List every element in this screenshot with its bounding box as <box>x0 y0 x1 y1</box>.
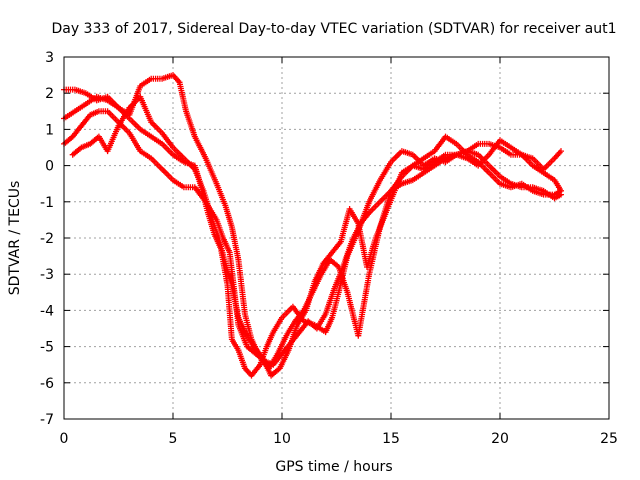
y-tick-label: -5 <box>40 340 54 356</box>
data-point <box>558 148 564 155</box>
x-axis-label: GPS time / hours <box>275 459 392 475</box>
y-tick-label: -1 <box>40 195 54 211</box>
grid <box>64 57 609 419</box>
chart-title: Day 333 of 2017, Sidereal Day-to-day VTE… <box>51 21 616 37</box>
x-tick-label: 15 <box>382 431 400 447</box>
y-tick-label: -3 <box>40 267 54 283</box>
x-tick-label: 20 <box>491 431 509 447</box>
y-tick-label: 1 <box>45 122 54 138</box>
series-track-3 <box>61 108 564 368</box>
x-tick-label: 0 <box>60 431 69 447</box>
data-point <box>558 191 564 198</box>
x-tick-label: 5 <box>169 431 178 447</box>
plot-data <box>61 72 564 379</box>
y-tick-label: 2 <box>45 86 54 102</box>
x-tick-label: 25 <box>600 431 618 447</box>
y-tick-label: 3 <box>45 50 54 66</box>
series-track-4 <box>69 93 564 379</box>
y-tick-label: 0 <box>45 159 54 175</box>
ticks: 0 5 10 15 20 25 -7 -6 -5 -4 -3 -2 -1 0 1 2 3 <box>40 50 618 447</box>
series-track-1 <box>61 86 564 379</box>
y-axis-label: SDTVAR / TECUs <box>7 181 23 296</box>
y-tick-label: -7 <box>40 412 54 428</box>
y-tick-label: -4 <box>40 303 54 319</box>
y-tick-label: -2 <box>40 231 54 247</box>
x-tick-label: 10 <box>273 431 291 447</box>
y-tick-label: -6 <box>40 376 54 392</box>
